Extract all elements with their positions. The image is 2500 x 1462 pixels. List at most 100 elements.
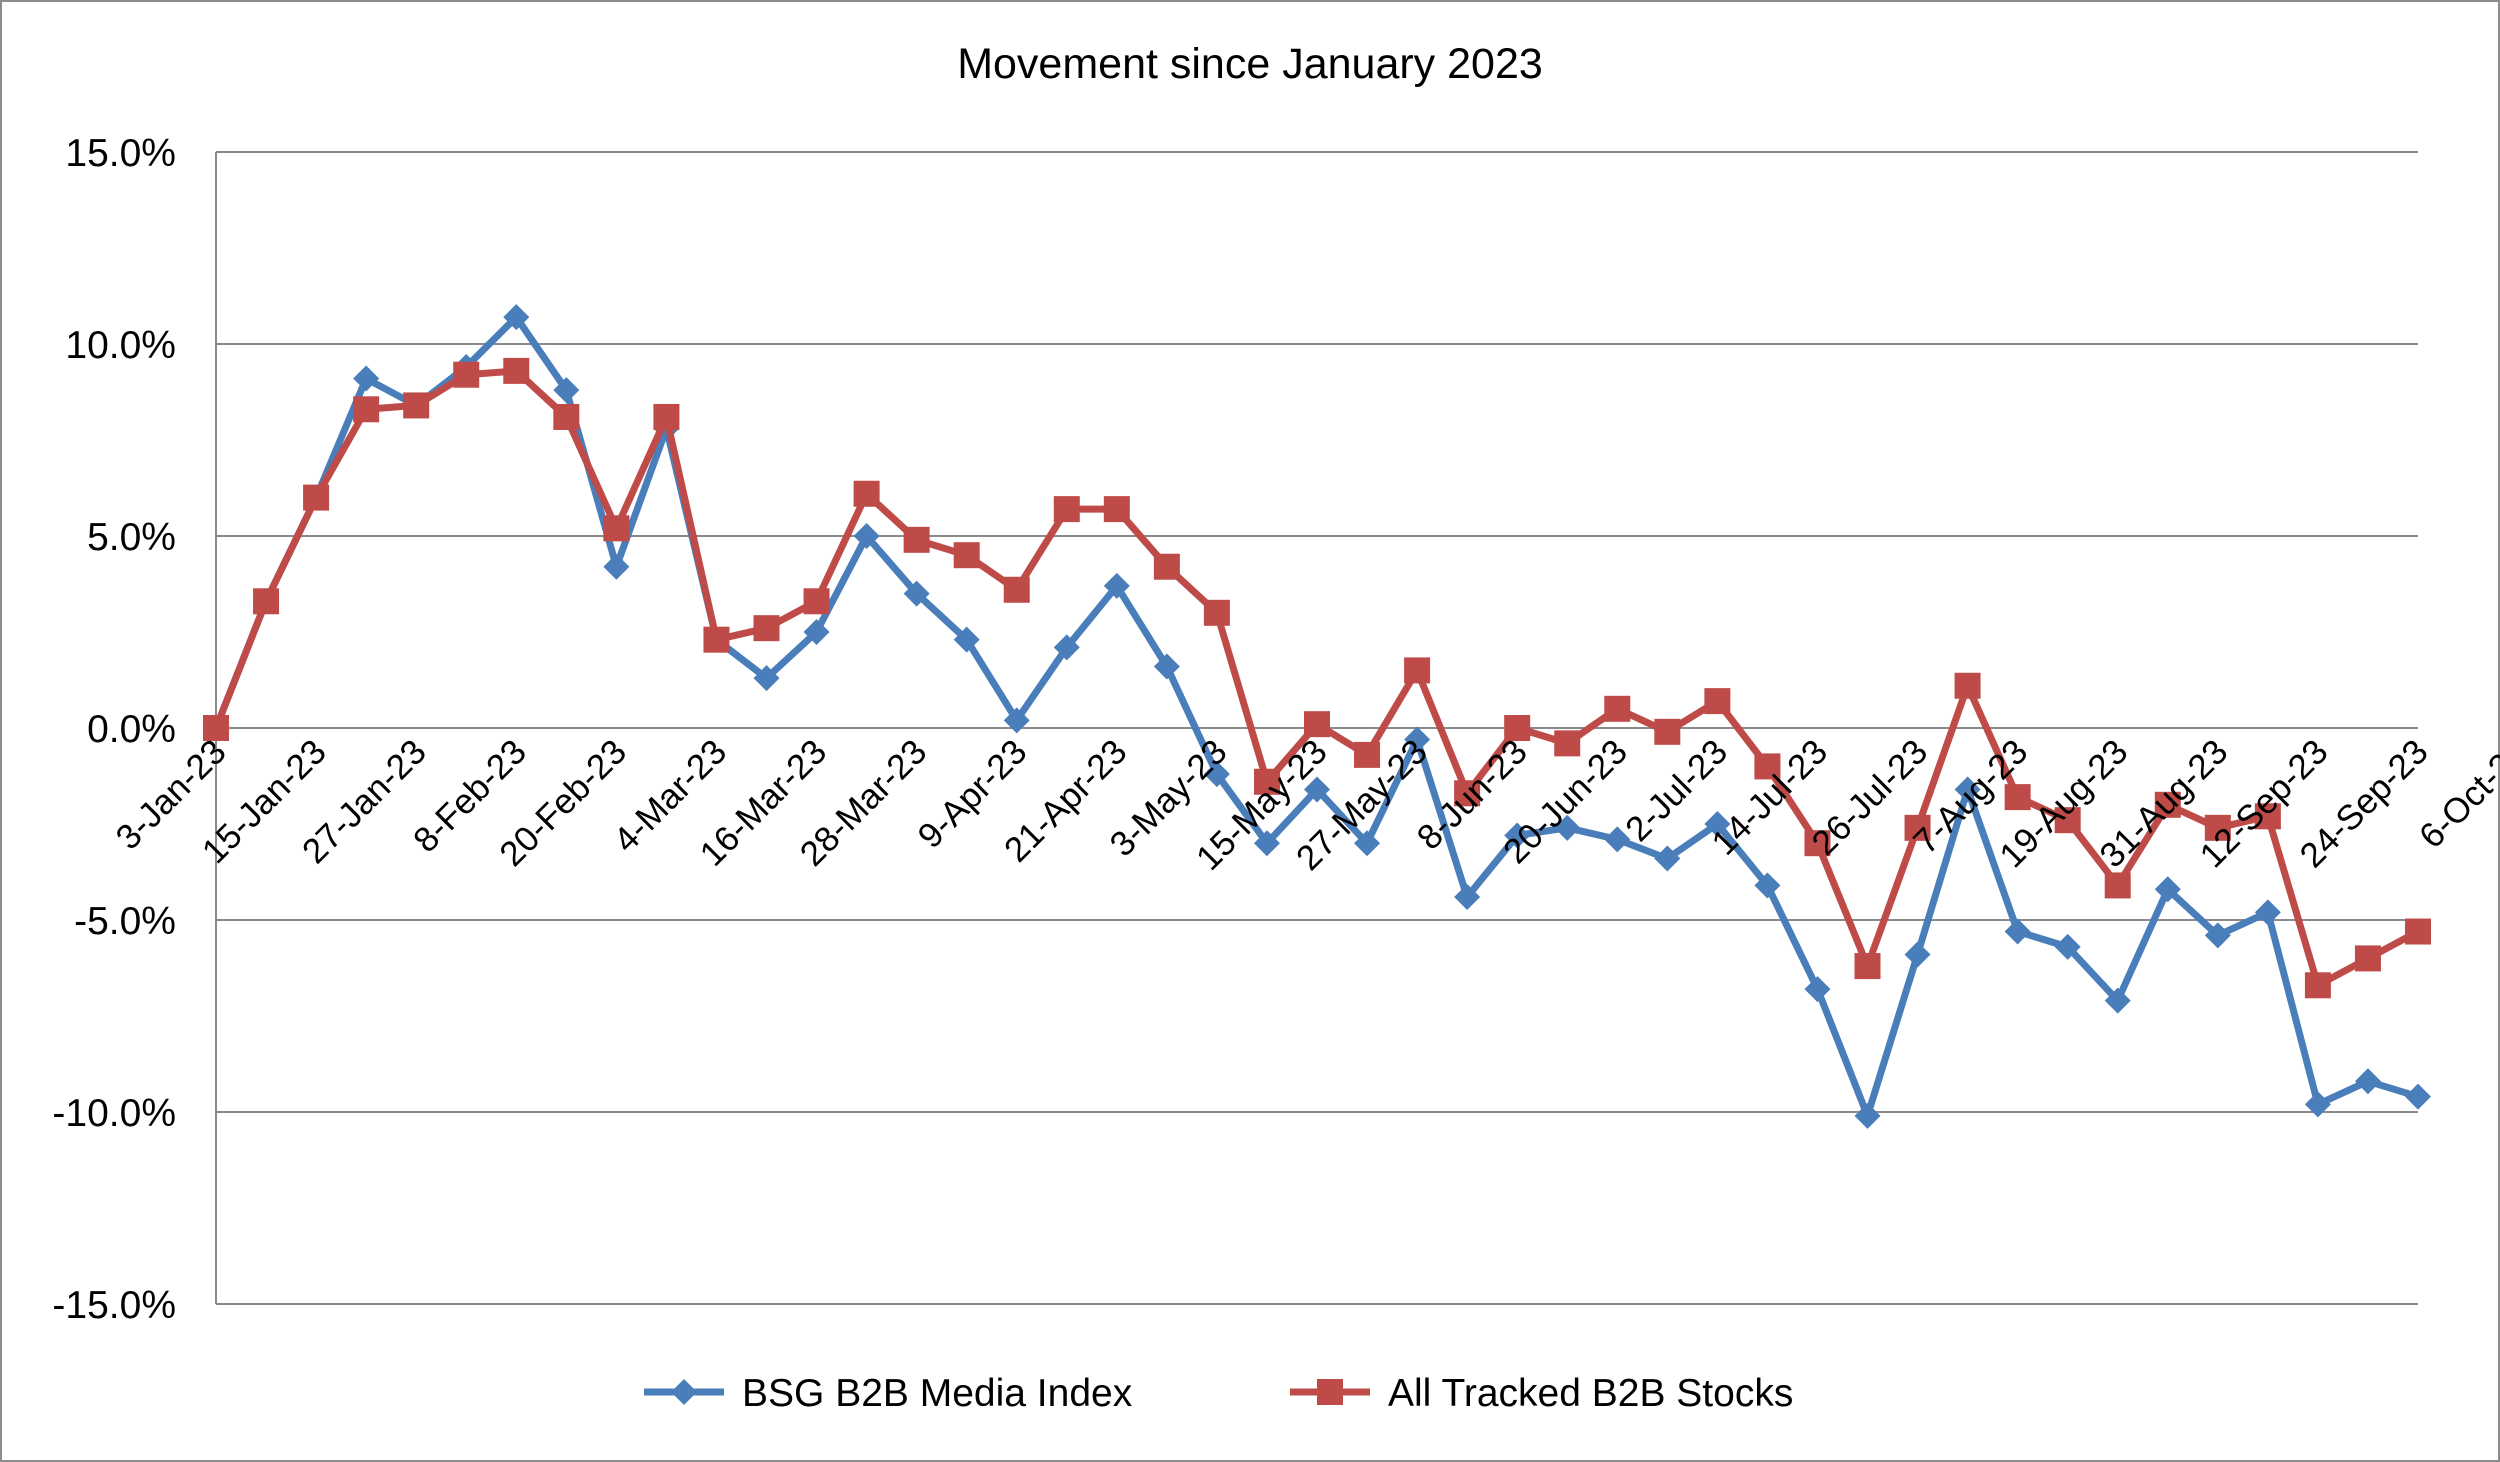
data-point: [1604, 826, 1631, 853]
y-tick-label: 15.0%: [65, 132, 176, 175]
data-point: [1454, 780, 1481, 807]
data-point: [253, 588, 280, 615]
data-point: [1253, 768, 1280, 795]
series-2: [203, 357, 2431, 999]
data-point: [753, 665, 780, 692]
data-point: [903, 526, 930, 553]
data-point: [753, 615, 780, 642]
data-point: [1554, 730, 1581, 757]
data-point: [1904, 941, 1931, 968]
data-point: [353, 365, 380, 392]
data-point: [1804, 976, 1831, 1003]
data-point: [203, 715, 229, 741]
data-point: [2304, 972, 2331, 999]
data-point: [1504, 822, 1531, 849]
y-axis-tick-labels: 15.0% 10.0% 5.0% 0.0% -5.0% -10.0% -15.0%: [52, 132, 176, 1327]
series-layer: [203, 304, 2431, 1129]
data-point: [2354, 1068, 2381, 1095]
data-point: [1153, 653, 1180, 680]
data-point: [2004, 918, 2031, 945]
data-point: [603, 515, 630, 542]
y-tick-label: 0.0%: [87, 708, 176, 751]
data-point: [1354, 741, 1381, 768]
data-point: [853, 480, 880, 507]
data-point: [2154, 876, 2181, 903]
data-point: [803, 588, 830, 615]
data-point: [503, 357, 530, 384]
data-point: [1754, 753, 1781, 780]
data-point: [1454, 883, 1481, 910]
data-point: [2054, 933, 2081, 960]
data-point: [2254, 803, 2281, 830]
data-point: [503, 304, 530, 331]
data-point: [1003, 576, 1030, 603]
data-point: [1404, 657, 1431, 684]
data-point: [1954, 672, 1981, 699]
legend-item-1: BSG B2B Media Index: [644, 1372, 1133, 1415]
data-point: [1304, 711, 1330, 738]
data-point: [2154, 791, 2181, 818]
legend-label: BSG B2B Media Index: [742, 1372, 1133, 1415]
data-point: [553, 403, 580, 430]
data-point: [1203, 761, 1230, 788]
data-point: [1304, 776, 1330, 803]
data-point: [1604, 695, 1631, 722]
chart-title: Movement since January 2023: [957, 40, 1543, 88]
data-point: [803, 619, 830, 645]
data-point: [353, 396, 380, 423]
y-tick-label: -5.0%: [74, 900, 176, 943]
data-point: [1103, 496, 1130, 523]
data-point: [2204, 922, 2231, 949]
data-point: [2204, 814, 2231, 841]
data-point: [1654, 845, 1681, 872]
data-point: [1654, 718, 1681, 745]
y-tick-label: -15.0%: [52, 1284, 176, 1327]
data-point: [653, 403, 680, 430]
legend-label: All Tracked B2B Stocks: [1388, 1372, 1793, 1415]
data-point: [2104, 987, 2131, 1014]
data-point: [2405, 1083, 2431, 1110]
data-point: [1404, 726, 1431, 753]
legend-item-2: All Tracked B2B Stocks: [1290, 1372, 1793, 1415]
data-point: [1704, 811, 1731, 837]
gridlines: [215, 151, 2418, 1305]
series-line: [212, 367, 2420, 989]
data-point: [1053, 496, 1080, 523]
data-point: [1003, 707, 1030, 734]
data-point: [1504, 715, 1531, 741]
legend-marker: [1317, 1379, 1343, 1405]
legend: BSG B2B Media Index All Tracked B2B Stock…: [644, 1372, 1793, 1415]
data-point: [1954, 776, 1981, 803]
data-point: [2104, 872, 2131, 899]
data-point: [403, 392, 430, 419]
data-point: [2405, 918, 2431, 945]
data-point: [1854, 1102, 1881, 1129]
data-point: [1804, 830, 1831, 857]
y-tick-label: 10.0%: [65, 324, 176, 367]
y-tick-label: 5.0%: [87, 516, 176, 559]
data-point: [1253, 830, 1280, 857]
data-point: [1904, 814, 1931, 841]
data-point: [1854, 953, 1881, 980]
data-point: [453, 361, 480, 388]
data-point: [703, 626, 730, 653]
data-point: [2054, 807, 2081, 834]
data-point: [853, 523, 880, 549]
data-point: [1754, 872, 1781, 899]
data-point: [603, 553, 630, 580]
y-tick-label: -10.0%: [52, 1092, 176, 1135]
data-point: [1203, 599, 1230, 626]
data-point: [1554, 814, 1581, 841]
data-point: [1053, 634, 1080, 661]
data-point: [1704, 688, 1731, 715]
data-point: [553, 377, 580, 404]
data-point: [953, 626, 980, 653]
data-point: [2254, 899, 2281, 926]
data-point: [1103, 572, 1130, 599]
data-point: [2354, 945, 2381, 972]
data-point: [1354, 830, 1381, 857]
data-point: [953, 542, 980, 569]
data-point: [2304, 1091, 2331, 1118]
data-point: [2004, 784, 2031, 811]
